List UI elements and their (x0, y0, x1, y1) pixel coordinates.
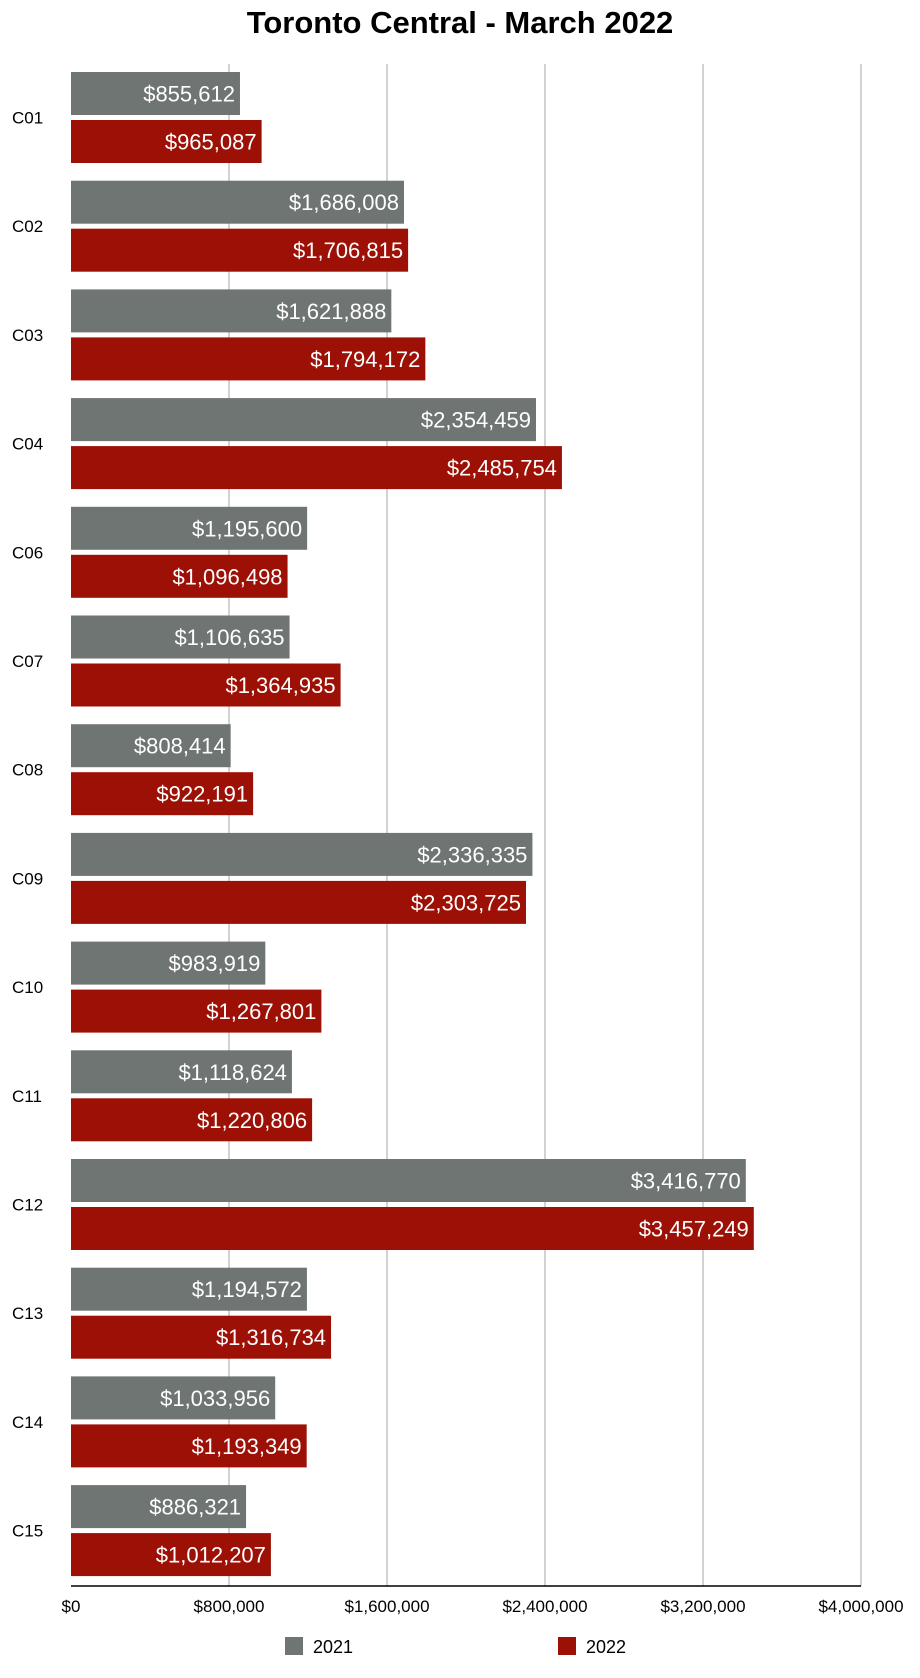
category-label-C11: C11 (12, 1087, 42, 1106)
bar-C15-2021 (71, 1485, 247, 1529)
value-label-C07-2022: $1,364,935 (225, 673, 335, 698)
category-label-C02: C02 (12, 217, 43, 236)
x-tick-label-1: $800,000 (194, 1597, 265, 1616)
bar-C13-2022 (71, 1315, 332, 1359)
bar-C15-2022 (71, 1533, 271, 1577)
value-label-C03-2021: $1,621,888 (276, 299, 386, 324)
category-label-C15: C15 (12, 1522, 43, 1541)
bar-C14-2021 (71, 1376, 276, 1420)
value-label-C14-2022: $1,193,349 (192, 1434, 302, 1459)
legend-label-2021: 2021 (313, 1637, 353, 1657)
bar-C10-2022 (71, 989, 322, 1033)
legend-swatch-2021 (285, 1637, 303, 1655)
value-label-C13-2021: $1,194,572 (192, 1277, 302, 1302)
bar-C10-2021 (71, 941, 266, 985)
bar-C02-2022 (71, 228, 409, 272)
value-label-C04-2022: $2,485,754 (447, 456, 557, 481)
value-label-C11-2022: $1,220,806 (197, 1108, 307, 1133)
chart-title: Toronto Central - March 2022 (247, 5, 674, 40)
category-label-C03: C03 (12, 326, 43, 345)
value-label-C12-2022: $3,457,249 (639, 1217, 749, 1242)
bar-C03-2022 (71, 337, 426, 381)
bar-C06-2022 (71, 554, 288, 598)
x-tick-label-5: $4,000,000 (818, 1597, 903, 1616)
bar-C03-2021 (71, 289, 392, 333)
value-label-C10-2022: $1,267,801 (206, 999, 316, 1024)
category-label-C10: C10 (12, 978, 43, 997)
value-label-C10-2021: $983,919 (169, 951, 261, 976)
legend-swatch-2022 (558, 1637, 576, 1655)
x-axis-ticks: $0 $800,000 $1,600,000 $2,400,000 $3,200,000… (62, 1597, 904, 1616)
category-label-C09: C09 (12, 869, 43, 888)
category-label-C04: C04 (12, 435, 43, 454)
value-label-C14-2021: $1,033,956 (160, 1386, 270, 1411)
bar-C04-2021 (71, 398, 537, 442)
x-tick-label-3: $2,400,000 (502, 1597, 587, 1616)
bar-C11-2022 (71, 1098, 313, 1142)
legend-label-2022: 2022 (586, 1637, 626, 1657)
value-label-C02-2021: $1,686,008 (289, 190, 399, 215)
bar-C08-2022 (71, 772, 254, 816)
x-tick-label-2: $1,600,000 (344, 1597, 429, 1616)
category-label-C07: C07 (12, 652, 43, 671)
category-label-C06: C06 (12, 543, 43, 562)
bars: $855,612 $965,087 $1,686,008 $1,706,815 $1,6… (71, 72, 754, 1577)
bar-C12-2021 (71, 1159, 746, 1202)
value-label-C12-2021: $3,416,770 (631, 1169, 741, 1194)
value-label-C04-2021: $2,354,459 (421, 408, 531, 433)
bar-C01-2022 (71, 120, 262, 163)
value-label-C13-2022: $1,316,734 (216, 1325, 326, 1350)
bar-C09-2022 (71, 880, 526, 924)
value-label-C07-2021: $1,106,635 (174, 625, 284, 650)
bar-C07-2022 (71, 663, 341, 707)
category-label-C13: C13 (12, 1304, 43, 1323)
x-tick-label-0: $0 (62, 1597, 81, 1616)
x-tick-label-4: $3,200,000 (660, 1597, 745, 1616)
bar-C02-2021 (71, 180, 404, 224)
value-label-C15-2022: $1,012,207 (156, 1543, 266, 1568)
value-label-C06-2021: $1,195,600 (192, 516, 302, 541)
value-label-C08-2021: $808,414 (134, 734, 226, 759)
value-label-C06-2022: $1,096,498 (172, 564, 282, 589)
value-label-C15-2021: $886,321 (149, 1495, 241, 1520)
bar-C13-2021 (71, 1267, 307, 1311)
value-label-C09-2021: $2,336,335 (417, 842, 527, 867)
value-label-C01-2022: $965,087 (165, 130, 257, 155)
value-label-C08-2022: $922,191 (156, 782, 248, 807)
bar-C14-2022 (71, 1424, 307, 1468)
bar-C07-2021 (71, 615, 290, 659)
value-label-C03-2022: $1,794,172 (310, 347, 420, 372)
value-label-C01-2021: $855,612 (143, 82, 235, 107)
legend: 2021 2022 (285, 1637, 626, 1657)
category-label-C12: C12 (12, 1196, 43, 1215)
category-label-C14: C14 (12, 1413, 43, 1432)
value-label-C11-2021: $1,118,624 (178, 1060, 286, 1085)
bar-C08-2021 (71, 724, 231, 768)
bar-C04-2022 (71, 446, 562, 490)
bar-C01-2021 (71, 72, 240, 115)
bar-C12-2022 (71, 1207, 754, 1250)
bar-C11-2021 (71, 1050, 292, 1094)
bar-C06-2021 (71, 506, 308, 550)
value-label-C02-2022: $1,706,815 (293, 238, 403, 263)
category-labels: C01 C02 C03 C04 C06 C07 C08 C09 C10 C11 C12 C13 C14 C… (12, 109, 43, 1541)
category-label-C01: C01 (12, 109, 43, 128)
category-label-C08: C08 (12, 761, 43, 780)
value-label-C09-2022: $2,303,725 (411, 890, 521, 915)
bar-C09-2021 (71, 832, 533, 876)
